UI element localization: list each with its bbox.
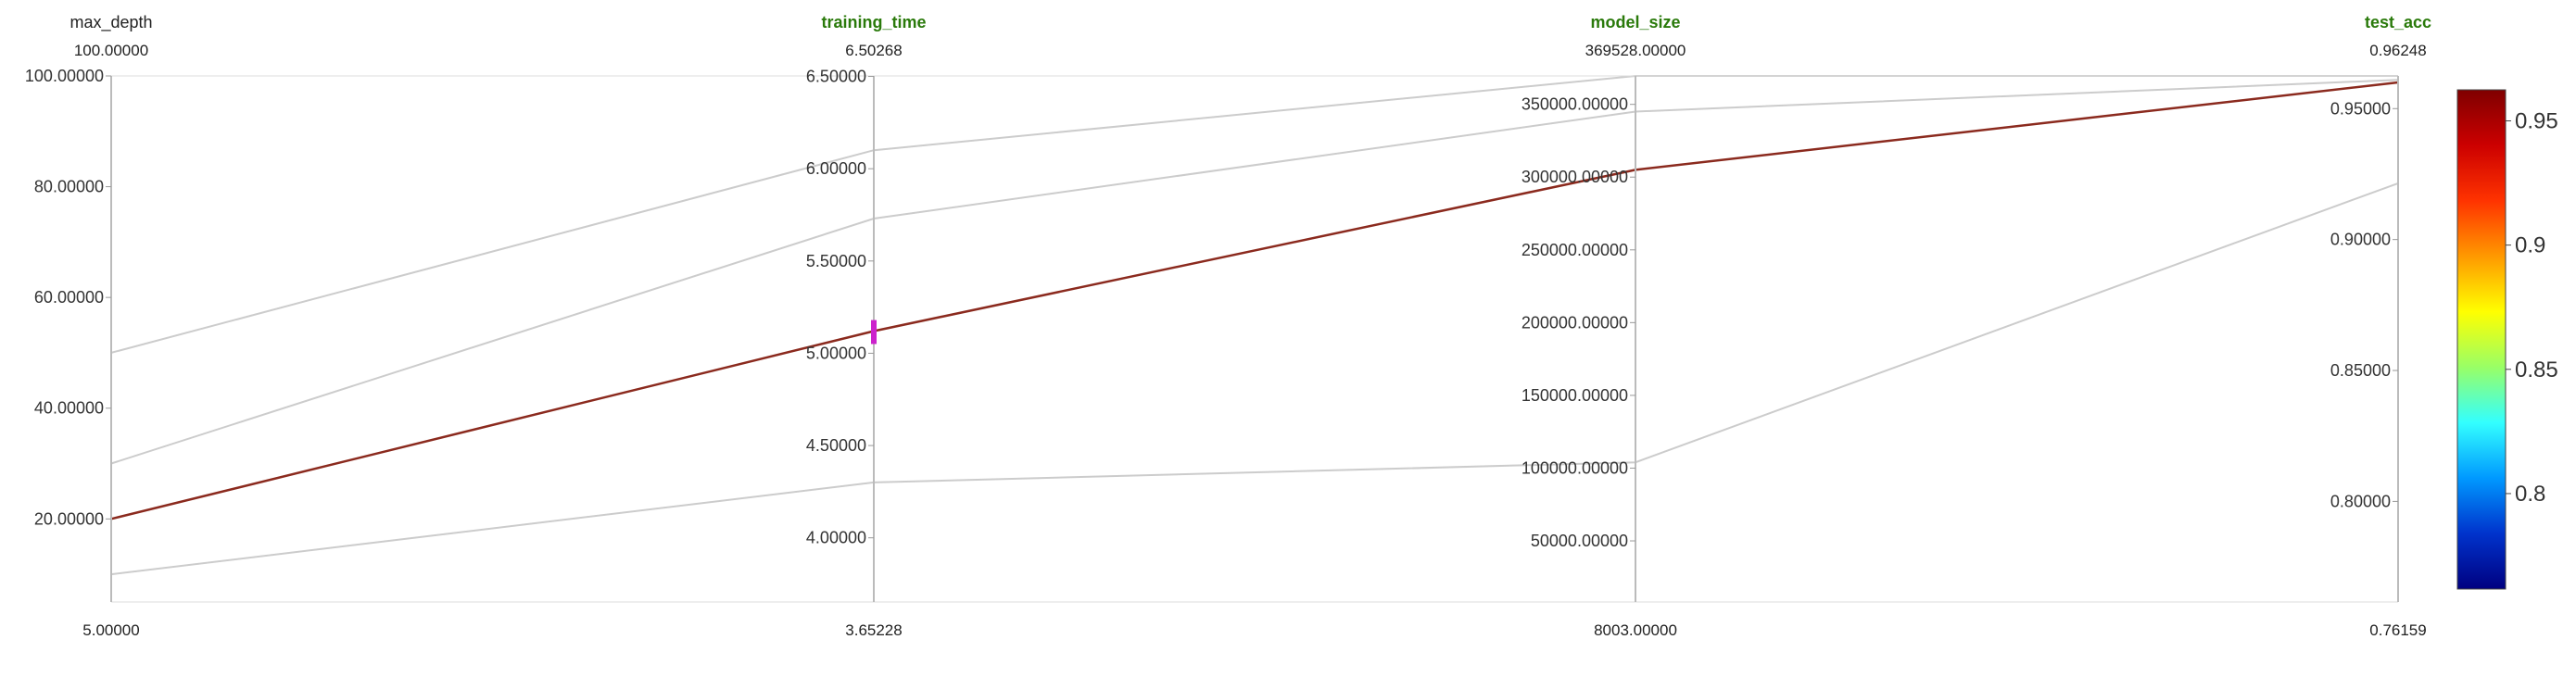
tick-label: 100000.00000 — [1522, 458, 1628, 477]
axis-max-label: 6.50268 — [845, 42, 902, 59]
axis-brush[interactable] — [871, 320, 877, 345]
tick-label: 20.00000 — [34, 509, 104, 528]
axis-title[interactable]: test_acc — [2365, 13, 2431, 31]
tick-label: 5.50000 — [806, 252, 866, 270]
colorbar-tick-label: 0.9 — [2515, 233, 2545, 258]
axis-min-label: 0.76159 — [2369, 621, 2426, 639]
tick-label: 6.50000 — [806, 68, 866, 86]
tick-label: 0.95000 — [2330, 99, 2391, 118]
axis-min-label: 5.00000 — [82, 621, 139, 639]
tick-label: 80.00000 — [34, 178, 104, 196]
tick-label: 50000.00000 — [1531, 532, 1628, 550]
tick-label: 4.50000 — [806, 436, 866, 455]
colorbar-tick-label: 0.8 — [2515, 482, 2545, 507]
axis-max-label: 369528.00000 — [1585, 42, 1686, 59]
data-line-highlighted[interactable] — [110, 81, 2399, 520]
data-line[interactable] — [110, 75, 2398, 354]
axes: max_depth 100.00000 5.00000 20.00000 40.0000… — [25, 13, 2431, 639]
colorbar-gradient — [2456, 89, 2507, 590]
data-line[interactable] — [110, 79, 2399, 465]
axis-title[interactable]: model_size — [1590, 13, 1680, 31]
tick-label: 200000.00000 — [1522, 313, 1628, 332]
axis-test-acc: test_acc 0.96248 0.76159 0.80000 0.85000 0.90… — [2330, 13, 2431, 639]
axis-max-label: 100.00000 — [74, 42, 148, 59]
axis-title[interactable]: max_depth — [69, 13, 152, 32]
tick-label: 0.90000 — [2330, 231, 2391, 249]
axis-max-label: 0.96248 — [2369, 42, 2426, 59]
colorbar-tick-label: 0.85 — [2515, 357, 2558, 382]
tick-label: 300000.00000 — [1522, 168, 1628, 186]
brush-layer — [871, 320, 877, 345]
tick-label: 40.00000 — [34, 399, 104, 418]
tick-label: 0.80000 — [2330, 492, 2391, 510]
axis-max-depth: max_depth 100.00000 5.00000 20.00000 40.0000… — [25, 13, 153, 639]
colorbar: 0.8 0.85 0.9 0.95 — [2456, 89, 2558, 590]
tick-label: 0.85000 — [2330, 361, 2391, 380]
tick-label: 150000.00000 — [1522, 386, 1628, 405]
tick-label: 6.00000 — [806, 159, 866, 178]
tick-label: 5.00000 — [806, 344, 866, 362]
axis-title[interactable]: training_time — [821, 13, 926, 31]
tick-label: 60.00000 — [34, 288, 104, 307]
tick-label: 100.00000 — [25, 67, 104, 85]
tick-label: 4.00000 — [806, 529, 866, 547]
axis-min-label: 8003.00000 — [1594, 621, 1677, 639]
axis-model-size: model_size 369528.00000 8003.00000 50000.00… — [1522, 13, 1686, 639]
tick-label: 250000.00000 — [1522, 241, 1628, 259]
tick-label: 350000.00000 — [1522, 95, 1628, 114]
axis-training-time: training_time 6.50268 3.65228 4.00000 4.5000… — [806, 13, 927, 639]
colorbar-tick-label: 0.95 — [2515, 108, 2558, 133]
data-lines — [110, 75, 2399, 576]
axis-min-label: 3.65228 — [845, 621, 902, 639]
data-line[interactable] — [110, 182, 2399, 576]
